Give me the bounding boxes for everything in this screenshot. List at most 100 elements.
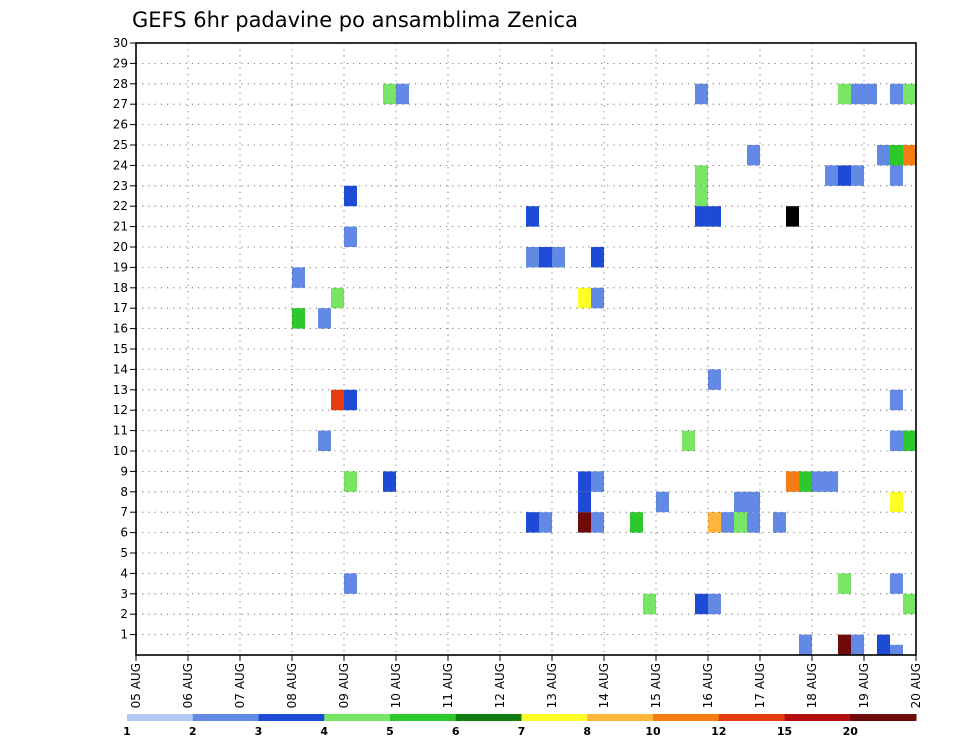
y-tick-label: 22 <box>113 199 128 213</box>
heatmap-cell <box>526 206 539 227</box>
heatmap-cell <box>318 308 331 329</box>
x-tick-label: 15 AUG <box>649 663 663 708</box>
heatmap-cell <box>734 491 747 513</box>
heatmap-cell <box>773 512 786 533</box>
y-tick-label: 25 <box>113 138 128 152</box>
y-tick-label: 20 <box>113 240 128 254</box>
y-tick-label: 4 <box>120 566 128 580</box>
colorbar-label: 6 <box>452 725 460 738</box>
y-tick-label: 24 <box>113 158 128 172</box>
heatmap-cell <box>747 491 760 513</box>
x-tick-label: 16 AUG <box>701 663 715 708</box>
heatmap-cell <box>578 471 591 492</box>
y-tick-label: 6 <box>120 526 128 540</box>
heatmap-cell <box>890 491 903 513</box>
chart-title: GEFS 6hr padavine po ansamblima Zenica <box>132 8 578 32</box>
heatmap-cell <box>890 644 903 655</box>
y-tick-label: 28 <box>113 77 128 91</box>
heatmap-cell <box>708 512 721 533</box>
heatmap-cell <box>903 593 916 615</box>
heatmap-cell <box>318 430 331 451</box>
colorbar-swatch <box>324 714 391 721</box>
heatmap-cells <box>292 83 916 655</box>
y-tick-label: 3 <box>120 587 128 601</box>
heatmap-cell <box>851 165 864 186</box>
y-tick-label: 29 <box>113 56 128 70</box>
heatmap-cell <box>747 145 760 166</box>
x-tick-label: 17 AUG <box>753 663 767 708</box>
colorbar-label: 2 <box>189 725 197 738</box>
colorbar-label: 20 <box>843 725 859 738</box>
x-tick-label: 10 AUG <box>389 663 403 708</box>
heatmap-cell <box>812 471 825 492</box>
colorbar-swatch <box>127 714 194 721</box>
heatmap-cell <box>695 206 708 227</box>
heatmap-cell <box>877 145 890 166</box>
x-tick-label: 18 AUG <box>805 663 819 708</box>
heatmap-cell <box>890 83 903 105</box>
heatmap-cell <box>903 145 916 166</box>
heatmap-cell <box>838 83 851 105</box>
heatmap-cell <box>383 471 396 492</box>
heatmap-cell <box>344 185 357 207</box>
colorbar-label: 15 <box>777 725 792 738</box>
axis-ticks: 1234567891011121314151617181920212223242… <box>113 36 923 708</box>
heatmap-cell <box>682 430 695 451</box>
heatmap-cell <box>695 83 708 105</box>
x-tick-label: 05 AUG <box>129 663 143 708</box>
x-tick-label: 09 AUG <box>337 663 351 708</box>
colorbar-label: 12 <box>711 725 726 738</box>
heatmap-cell <box>526 247 539 268</box>
heatmap-cell <box>591 512 604 533</box>
y-tick-label: 11 <box>113 424 128 438</box>
colorbar-swatch <box>784 714 851 721</box>
x-tick-label: 20 AUG <box>909 663 923 708</box>
y-tick-label: 7 <box>120 505 128 519</box>
x-tick-label: 13 AUG <box>545 663 559 708</box>
heatmap-cell <box>292 308 305 329</box>
heatmap-cell <box>708 206 721 227</box>
y-tick-label: 2 <box>120 607 128 621</box>
heatmap-cell <box>591 471 604 492</box>
grid-lines <box>136 43 916 655</box>
colorbar-swatch <box>587 714 654 721</box>
y-tick-label: 17 <box>113 301 128 315</box>
y-tick-label: 21 <box>113 220 128 234</box>
colorbar-label: 7 <box>518 725 526 738</box>
x-tick-label: 14 AUG <box>597 663 611 708</box>
heatmap-cell <box>396 83 409 105</box>
heatmap-cell <box>799 471 812 492</box>
colorbar-swatch <box>455 714 522 721</box>
colorbar-label: 10 <box>645 725 661 738</box>
y-tick-label: 27 <box>113 97 128 111</box>
heatmap-cell <box>903 430 916 451</box>
heatmap-cell <box>890 145 903 166</box>
colorbar-swatch <box>521 714 588 721</box>
colorbar-label: 8 <box>583 725 591 738</box>
y-tick-label: 5 <box>120 546 128 560</box>
heatmap-cell <box>539 247 552 268</box>
heatmap-cell <box>890 430 903 451</box>
colorbar-label: 1 <box>123 725 131 738</box>
heatmap-cell <box>786 206 799 227</box>
y-tick-label: 12 <box>113 403 128 417</box>
heatmap-cell <box>721 512 734 533</box>
colorbar-swatch <box>258 714 325 721</box>
y-tick-label: 14 <box>113 362 128 376</box>
heatmap-cell <box>695 165 708 186</box>
colorbar-label: 4 <box>320 725 328 738</box>
heatmap-cell <box>851 634 864 655</box>
heatmap-cell <box>383 83 396 105</box>
heatmap-cell <box>591 247 604 268</box>
heatmap-cell <box>838 634 851 655</box>
heatmap-cell <box>799 634 812 655</box>
heatmap-cell <box>630 512 643 533</box>
heatmap-cell <box>331 287 344 309</box>
heatmap-cell <box>292 267 305 288</box>
y-tick-label: 1 <box>120 628 128 642</box>
heatmap-cell <box>656 491 669 513</box>
heatmap-cell <box>890 573 903 594</box>
colorbar-label: 5 <box>386 725 394 738</box>
heatmap-cell <box>344 471 357 492</box>
